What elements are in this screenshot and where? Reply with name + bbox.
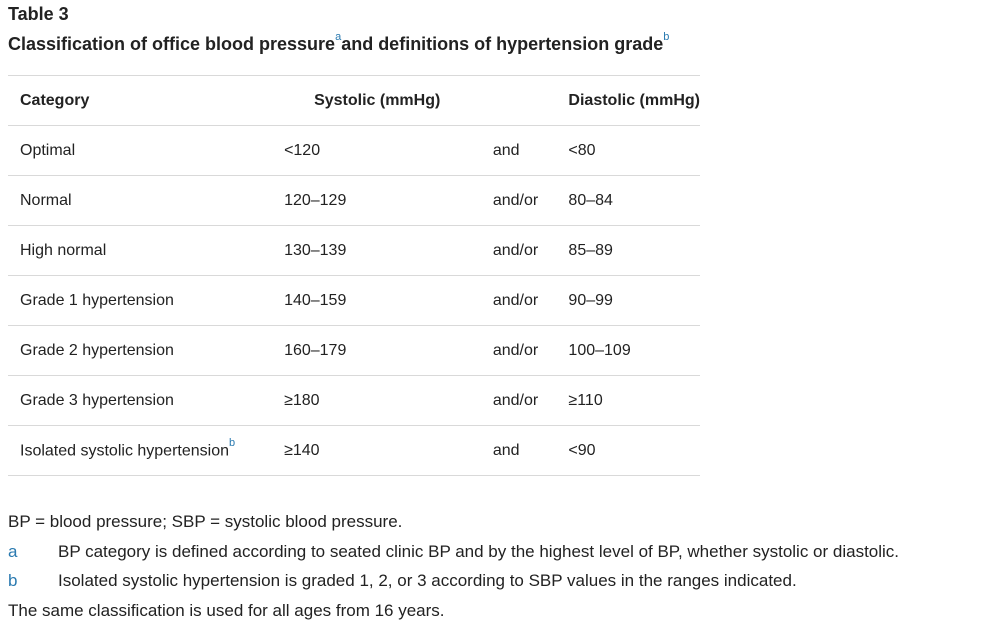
bp-classification-table: Category Systolic (mmHg) Diastolic (mmHg… xyxy=(8,75,700,476)
cell-systolic: 120–129 xyxy=(284,175,493,226)
category-label: High normal xyxy=(20,241,107,259)
cell-conjunction: and/or xyxy=(492,175,569,226)
cell-conjunction: and/or xyxy=(492,325,569,376)
header-row: Category Systolic (mmHg) Diastolic (mmHg… xyxy=(8,75,700,126)
cell-conjunction: and xyxy=(492,125,569,176)
table-row: High normal 130–139 and/or 85–89 xyxy=(8,225,700,276)
cell-category: Isolated systolic hypertensionb xyxy=(8,425,285,476)
table-row: Optimal <120 and <80 xyxy=(8,125,700,176)
cell-conjunction: and/or xyxy=(492,225,569,276)
cell-conjunction: and/or xyxy=(492,375,569,426)
header-diastolic: Diastolic (mmHg) xyxy=(568,75,700,126)
category-label: Grade 2 hypertension xyxy=(20,341,174,359)
table-label: Table 3 xyxy=(8,4,69,24)
category-label: Grade 1 hypertension xyxy=(20,291,174,309)
cell-diastolic: 85–89 xyxy=(568,225,700,276)
closing-note: The same classification is used for all … xyxy=(8,600,445,620)
cell-diastolic: <90 xyxy=(568,425,700,476)
cell-diastolic: 90–99 xyxy=(568,275,700,326)
cell-category: High normal xyxy=(8,225,285,276)
footnote-text-b: Isolated systolic hypertension is graded… xyxy=(58,571,797,590)
caption-text-1: Classification of office blood pressure xyxy=(8,34,336,54)
cell-category: Optimal xyxy=(8,125,285,176)
table-notes: BP = blood pressure; SBP = systolic bloo… xyxy=(8,507,899,625)
cell-category: Normal xyxy=(8,175,285,226)
footnote-key-b[interactable]: b xyxy=(8,571,18,590)
cell-diastolic: 80–84 xyxy=(568,175,700,226)
category-label: Isolated systolic hypertension xyxy=(20,442,229,460)
header-category: Category xyxy=(8,75,285,126)
cell-conjunction: and/or xyxy=(492,275,569,326)
category-label: Normal xyxy=(20,191,72,209)
cell-category: Grade 1 hypertension xyxy=(8,275,285,326)
footnote-b: b Isolated systolic hypertension is grade… xyxy=(8,566,899,596)
table-caption: Classification of office blood pressurea… xyxy=(8,31,670,55)
abbreviations-note: BP = blood pressure; SBP = systolic bloo… xyxy=(8,512,403,531)
caption-text-2: and definitions of hypertension grade xyxy=(341,34,664,54)
cell-systolic: <120 xyxy=(284,125,493,176)
table-row: Grade 3 hypertension ≥180 and/or ≥110 xyxy=(8,375,700,426)
header-systolic: Systolic (mmHg) xyxy=(284,75,493,126)
footnote-ref-b[interactable]: b xyxy=(229,437,236,450)
cell-systolic: 130–139 xyxy=(284,225,493,276)
footnote-a: a BP category is defined according to sea… xyxy=(8,537,899,567)
table-row: Isolated systolic hypertensionb ≥140 and <9… xyxy=(8,425,700,476)
cell-systolic: ≥140 xyxy=(284,425,493,476)
cell-conjunction: and xyxy=(492,425,569,476)
cell-diastolic: 100–109 xyxy=(568,325,700,376)
footnote-ref-a[interactable]: a xyxy=(335,31,342,43)
category-label: Optimal xyxy=(20,141,76,159)
category-label: Grade 3 hypertension xyxy=(20,391,174,409)
cell-systolic: ≥180 xyxy=(284,375,493,426)
table-row: Grade 1 hypertension 140–159 and/or 90–99 xyxy=(8,275,700,326)
cell-systolic: 140–159 xyxy=(284,275,493,326)
footnote-key-a[interactable]: a xyxy=(8,541,18,561)
cell-systolic: 160–179 xyxy=(284,325,493,376)
cell-diastolic: ≥110 xyxy=(568,375,700,426)
table-row: Normal 120–129 and/or 80–84 xyxy=(8,175,700,226)
cell-diastolic: <80 xyxy=(568,125,700,176)
cell-category: Grade 2 hypertension xyxy=(8,325,285,376)
cell-category: Grade 3 hypertension xyxy=(8,375,285,426)
footnote-ref-b[interactable]: b xyxy=(663,31,670,43)
table-row: Grade 2 hypertension 160–179 and/or 100–109 xyxy=(8,325,700,376)
header-spacer xyxy=(492,75,569,126)
footnote-text-a: BP category is defined according to seat… xyxy=(58,541,900,561)
table-body: Optimal <120 and <80 Normal 120–129 and/or 80–8… xyxy=(8,125,700,476)
